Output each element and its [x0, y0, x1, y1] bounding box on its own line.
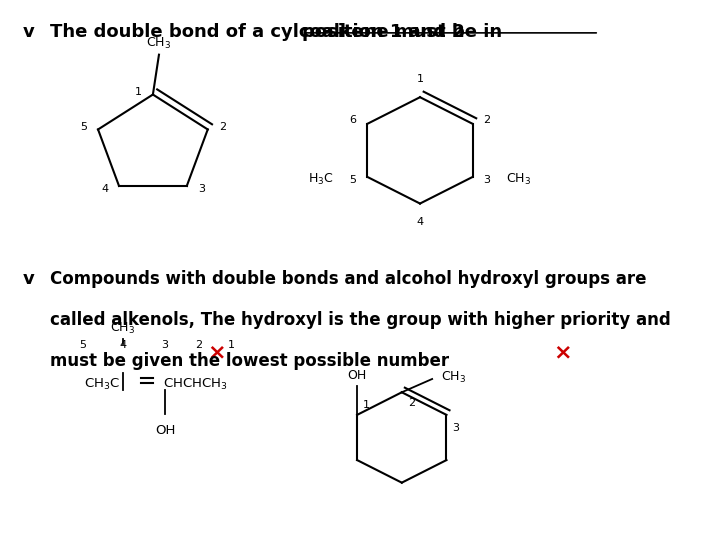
Text: 3: 3: [453, 423, 459, 433]
Text: CH$_3$: CH$_3$: [146, 36, 171, 51]
Text: CH$_3$: CH$_3$: [110, 321, 135, 336]
Text: 3: 3: [198, 184, 204, 193]
Text: 5: 5: [80, 122, 87, 132]
Text: 5: 5: [349, 174, 356, 185]
Text: CH$_3$C: CH$_3$C: [84, 377, 120, 392]
Text: 2: 2: [219, 122, 226, 132]
Text: CH$_3$: CH$_3$: [441, 370, 467, 385]
Text: The double bond of a cylcoalkene must be in: The double bond of a cylcoalkene must be…: [50, 23, 508, 41]
Text: 2: 2: [408, 397, 415, 408]
Text: ×: ×: [207, 342, 226, 362]
Text: position 1 and 2: position 1 and 2: [302, 23, 464, 41]
Text: must be given the lowest possible number: must be given the lowest possible number: [50, 352, 449, 370]
Text: CH$_3$: CH$_3$: [506, 172, 531, 187]
Text: Compounds with double bonds and alcohol hydroxyl groups are: Compounds with double bonds and alcohol …: [50, 270, 646, 288]
Text: called alkenols, The hydroxyl is the group with higher priority and: called alkenols, The hydroxyl is the gro…: [50, 311, 670, 329]
Text: 4: 4: [101, 184, 108, 193]
Text: v: v: [22, 270, 34, 288]
Text: 1: 1: [228, 340, 235, 350]
Text: 1: 1: [416, 74, 423, 84]
Text: 3: 3: [484, 174, 490, 185]
Text: 4: 4: [416, 217, 423, 227]
Text: OH: OH: [348, 369, 366, 382]
Text: 1: 1: [135, 87, 142, 97]
Text: v: v: [22, 23, 34, 41]
Text: CHCHCH$_3$: CHCHCH$_3$: [163, 377, 228, 392]
Text: OH: OH: [155, 424, 175, 437]
Text: 2: 2: [195, 340, 202, 350]
Text: ×: ×: [554, 342, 572, 362]
Text: 5: 5: [80, 340, 86, 350]
Text: H$_3$C: H$_3$C: [308, 172, 334, 187]
Text: 1: 1: [363, 400, 370, 409]
Text: 3: 3: [161, 340, 168, 350]
Text: 2: 2: [484, 114, 490, 125]
Text: 6: 6: [349, 114, 356, 125]
Text: 4: 4: [119, 340, 126, 350]
